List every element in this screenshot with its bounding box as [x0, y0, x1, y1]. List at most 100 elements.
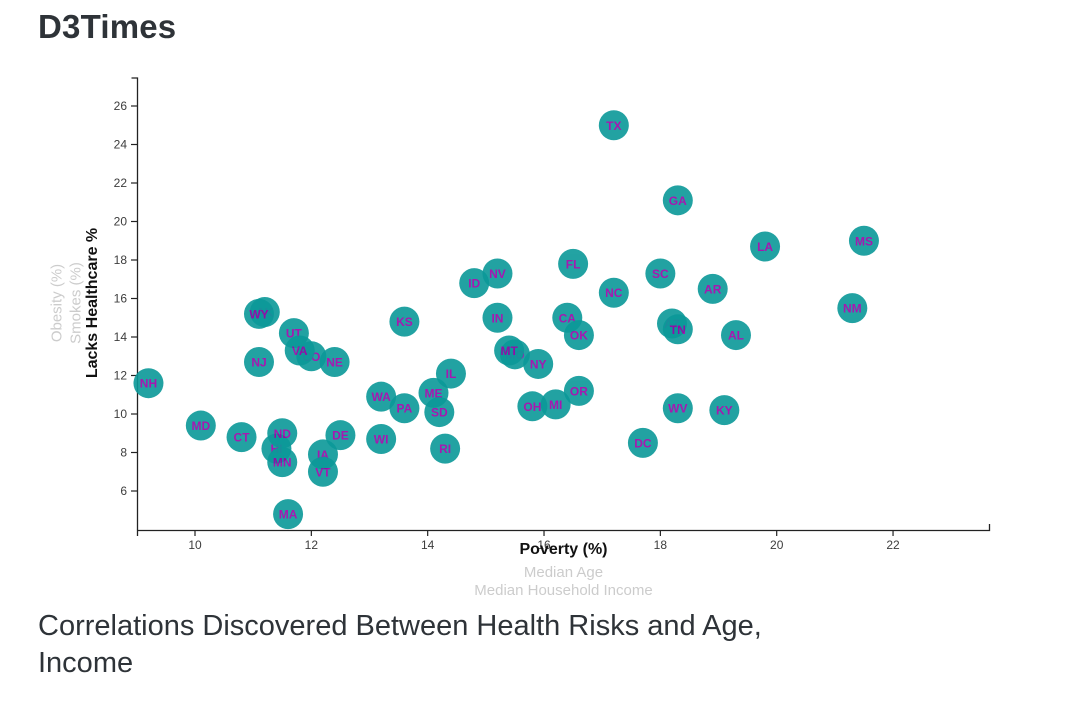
state-point-WA[interactable]: WA — [366, 381, 397, 412]
state-circle-RI[interactable] — [430, 433, 461, 464]
state-circle-GA[interactable] — [662, 185, 693, 216]
state-point-NV[interactable]: NV — [482, 258, 513, 289]
state-label-DC: DC — [634, 436, 652, 450]
state-circle-TN[interactable] — [662, 314, 693, 345]
state-point-RI[interactable]: RI — [430, 433, 461, 464]
state-point-SC[interactable]: SC — [645, 258, 676, 289]
state-circle-OK[interactable] — [563, 320, 594, 351]
y-axis-label-lacks-healthcare[interactable]: Lacks Healthcare % — [84, 227, 101, 379]
state-point-WY[interactable]: WY — [243, 298, 274, 329]
state-point-NC[interactable]: NC — [598, 277, 629, 308]
state-point-OK[interactable]: OK — [563, 320, 594, 351]
state-circle-WY[interactable] — [243, 298, 274, 329]
state-circle-MS[interactable] — [848, 225, 879, 256]
state-point-VA[interactable]: VA — [284, 335, 315, 366]
state-circle-SC[interactable] — [645, 258, 676, 289]
state-circle-KS[interactable] — [389, 306, 420, 337]
state-circle-NC[interactable] — [598, 277, 629, 308]
state-point-MN[interactable]: MN — [267, 447, 298, 478]
state-circle-TX[interactable] — [598, 110, 629, 141]
state-point-OR[interactable]: OR — [563, 375, 594, 406]
state-circle-WI[interactable] — [366, 424, 397, 455]
state-point-NM[interactable]: NM — [837, 293, 868, 324]
x-tick-label: 14 — [421, 538, 435, 552]
page-heading: Correlations Discovered Between Health R… — [38, 608, 762, 682]
state-point-IN[interactable]: IN — [482, 302, 513, 333]
state-point-ND[interactable]: ND — [267, 418, 298, 449]
state-circle-NH[interactable] — [133, 368, 164, 399]
x-axis-label-poverty[interactable]: Poverty (%) — [519, 541, 608, 558]
state-circle-CT[interactable] — [226, 422, 257, 453]
state-label-ME: ME — [424, 386, 442, 400]
state-point-AR[interactable]: AR — [697, 273, 728, 304]
y-tick-label: 16 — [114, 292, 128, 306]
state-circle-WA[interactable] — [366, 381, 397, 412]
y-axis-label-obesity[interactable]: Obesity (%) — [48, 263, 66, 343]
state-point-NY[interactable]: NY — [523, 348, 554, 379]
state-point-GA[interactable]: GA — [662, 185, 693, 216]
state-point-DC[interactable]: DC — [627, 427, 658, 458]
state-circle-DC[interactable] — [627, 427, 658, 458]
state-point-ID[interactable]: ID — [459, 268, 490, 299]
state-circle-MA[interactable] — [273, 499, 304, 530]
state-point-PA[interactable]: PA — [389, 393, 420, 424]
y-tick-label: 18 — [114, 253, 128, 267]
state-circle-MN[interactable] — [267, 447, 298, 478]
state-point-CA[interactable]: CA — [552, 302, 583, 333]
state-point-MA[interactable]: MA — [273, 499, 304, 530]
state-circle-OR[interactable] — [563, 375, 594, 406]
state-circle-PA[interactable] — [389, 393, 420, 424]
state-point-NH[interactable]: NH — [133, 368, 164, 399]
state-circle-MI[interactable] — [540, 389, 571, 420]
state-circle-NY[interactable] — [523, 348, 554, 379]
state-label-PA: PA — [397, 402, 413, 416]
state-point-AL[interactable]: AL — [720, 320, 751, 351]
state-point-WV[interactable]: WV — [662, 393, 693, 424]
state-point-SD[interactable]: SD — [424, 397, 455, 428]
state-circle-MD[interactable] — [185, 410, 216, 441]
state-circle-IL[interactable] — [435, 358, 466, 389]
state-circle-IN[interactable] — [482, 302, 513, 333]
state-circle-DE[interactable] — [325, 420, 356, 451]
state-circle-AL[interactable] — [720, 320, 751, 351]
state-point-MS[interactable]: MS — [848, 225, 879, 256]
state-point-WI[interactable]: WI — [366, 424, 397, 455]
state-point-MT[interactable]: MT — [494, 335, 525, 366]
y-tick-label: 6 — [120, 484, 127, 498]
state-point-VT[interactable]: VT — [307, 456, 338, 487]
state-circle-WV[interactable] — [662, 393, 693, 424]
state-circle-KY[interactable] — [709, 395, 740, 426]
state-circle-VA[interactable] — [284, 335, 315, 366]
state-point-NE[interactable]: NE — [319, 347, 350, 378]
state-point-TX[interactable]: TX — [598, 110, 629, 141]
state-point-OH[interactable]: OH — [517, 391, 548, 422]
state-circle-AR[interactable] — [697, 273, 728, 304]
state-circle-FL[interactable] — [558, 248, 589, 279]
state-circle-MT[interactable] — [494, 335, 525, 366]
state-point-CT[interactable]: CT — [226, 422, 257, 453]
state-circle-NE[interactable] — [319, 347, 350, 378]
state-circle-OH[interactable] — [517, 391, 548, 422]
y-axis-label-smokes[interactable]: Smokes (%) — [67, 262, 85, 344]
state-circle-LA[interactable] — [750, 231, 781, 262]
state-point-DE[interactable]: DE — [325, 420, 356, 451]
state-point-LA[interactable]: LA — [750, 231, 781, 262]
state-circle-ND[interactable] — [267, 418, 298, 449]
state-circle-NJ[interactable] — [243, 347, 274, 378]
x-axis-label-median-household-income[interactable]: Median Household Income — [474, 582, 653, 599]
state-point-KY[interactable]: KY — [709, 395, 740, 426]
state-point-TN[interactable]: TN — [662, 314, 693, 345]
y-tick-label: 10 — [114, 407, 128, 421]
state-circle-NM[interactable] — [837, 293, 868, 324]
state-point-KS[interactable]: KS — [389, 306, 420, 337]
state-circle-ID[interactable] — [459, 268, 490, 299]
state-point-MD[interactable]: MD — [185, 410, 216, 441]
state-circle-SD[interactable] — [424, 397, 455, 428]
state-point-NJ[interactable]: NJ — [243, 347, 274, 378]
state-point-FL[interactable]: FL — [558, 248, 589, 279]
state-circle-VT[interactable] — [307, 456, 338, 487]
state-point-IL[interactable]: IL — [435, 358, 466, 389]
x-axis-label-median-age[interactable]: Median Age — [523, 564, 604, 581]
state-circle-NV[interactable] — [482, 258, 513, 289]
state-point-MI[interactable]: MI — [540, 389, 571, 420]
